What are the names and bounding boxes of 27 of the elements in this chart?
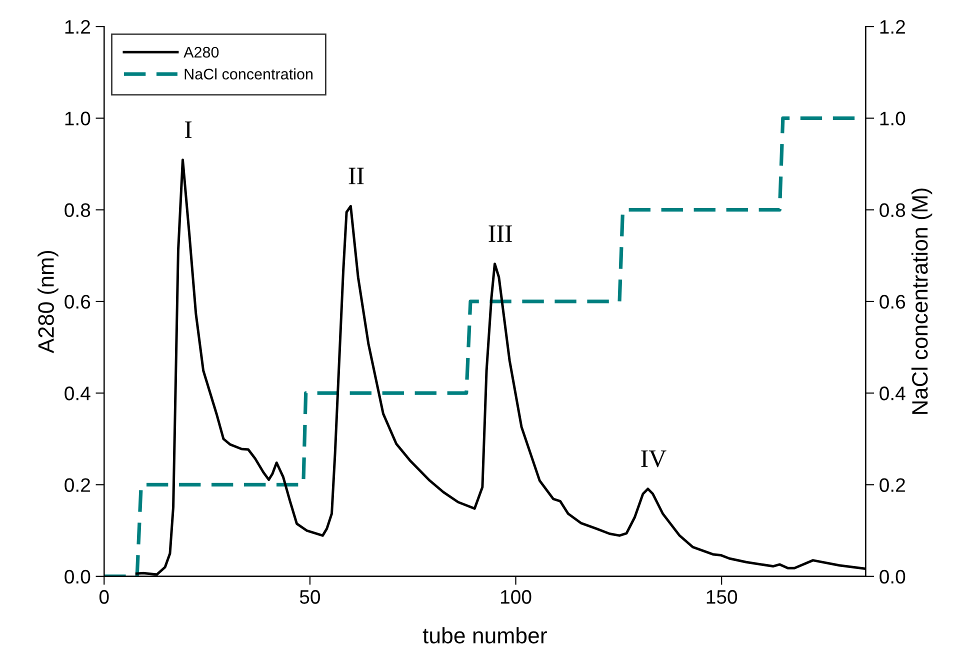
y-tick-label: 0.0 xyxy=(64,570,90,584)
y-axis-title: A280 (nm) xyxy=(38,250,58,354)
y2-tick-label: 0.2 xyxy=(880,478,905,492)
annotation: I xyxy=(185,122,192,138)
y-tick-label: 0.8 xyxy=(64,203,90,218)
y2-tick-label: 0.8 xyxy=(880,203,906,218)
y2-tick-label: 1.2 xyxy=(880,20,905,34)
y2-tick-label: 0.4 xyxy=(880,386,906,400)
y2-tick-label: 0.0 xyxy=(880,570,906,584)
x-tick-label: 150 xyxy=(706,590,738,604)
y-tick-label: 0.4 xyxy=(64,386,90,400)
y-tick-label: 0.6 xyxy=(64,294,90,309)
x-tick-label: 100 xyxy=(501,590,532,604)
legend-label: A280 xyxy=(184,46,219,58)
x-axis-title: tube number xyxy=(422,627,547,644)
y-tick-label: 1.2 xyxy=(65,20,90,34)
y2-axis-title: NaCl concentration (M) xyxy=(911,188,932,414)
x-tick-label: 0 xyxy=(99,590,109,604)
y2-tick-label: 1.0 xyxy=(880,112,906,126)
annotation: III xyxy=(488,226,512,242)
x-tick-label: 50 xyxy=(300,590,320,604)
y-tick-label: 1.0 xyxy=(65,112,90,126)
y2-tick-label: 0.6 xyxy=(880,294,906,309)
y-tick-label: 0.2 xyxy=(64,478,90,492)
legend-label: NaCl concentration xyxy=(184,68,312,80)
annotation: IV xyxy=(641,450,666,468)
annotation: II xyxy=(348,168,364,184)
